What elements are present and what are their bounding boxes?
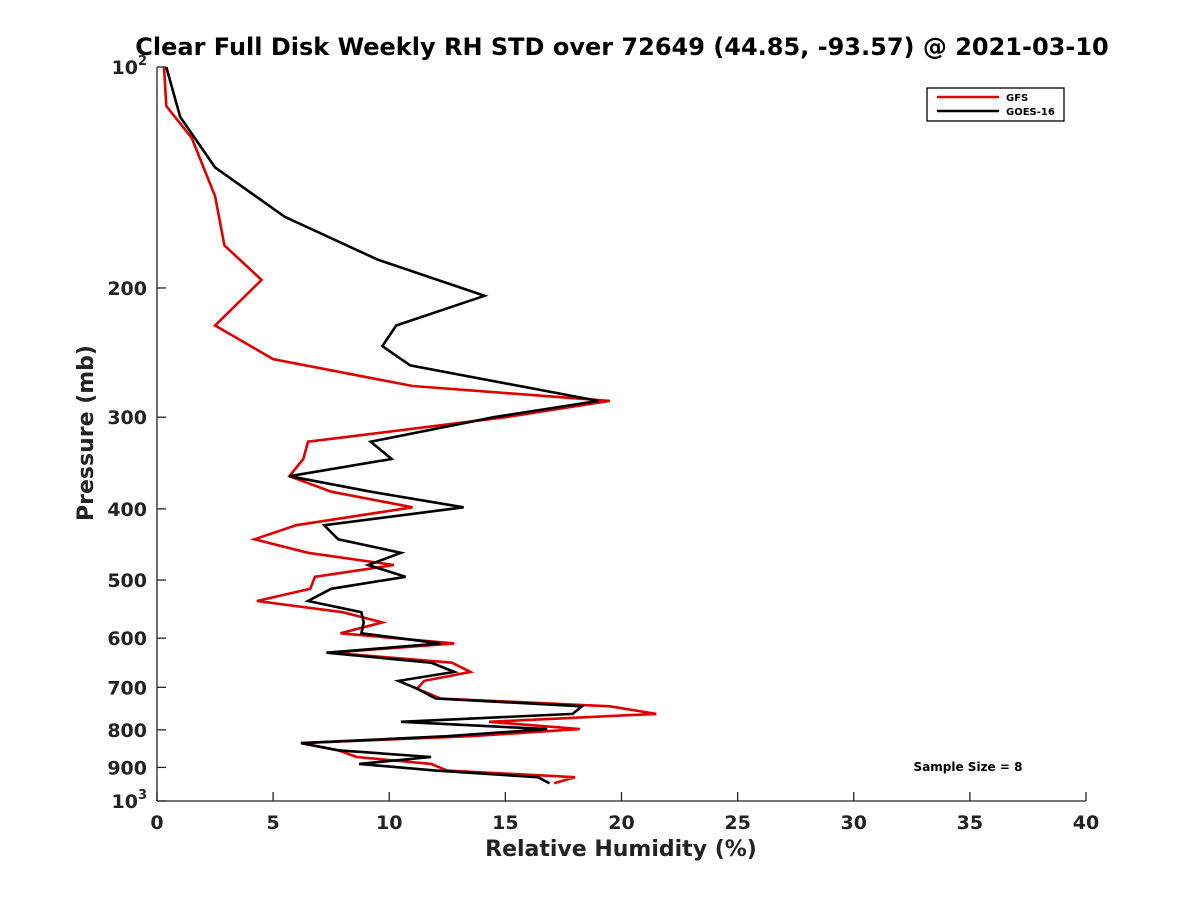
x-tick-label: 20 xyxy=(608,812,634,834)
axes: 0 5 10 15 20 25 30 35 40102200300400500600700800… xyxy=(107,54,1099,834)
y-tick-label: 700 xyxy=(107,677,147,699)
y-tick-label: 800 xyxy=(107,720,147,742)
y-tick-exponent: 2 xyxy=(138,54,147,69)
y-tick-label: 900 xyxy=(107,757,147,779)
y-tick-label: 103 xyxy=(112,788,148,813)
y-tick-base: 10 xyxy=(112,57,138,79)
series-line-gfs xyxy=(162,66,657,785)
x-tick-label: 30 xyxy=(841,812,867,834)
y-tick-label: 300 xyxy=(107,407,147,429)
legend-label: GOES-16 xyxy=(1006,107,1055,118)
x-tick-label: 25 xyxy=(724,812,750,834)
legend: GFS GOES-16 xyxy=(926,87,1065,122)
y-tick-label: 400 xyxy=(107,499,147,521)
legend-label: GFS xyxy=(1006,93,1028,104)
series-line-goes-16 xyxy=(165,66,599,785)
sample-size-annotation: Sample Size = 8 xyxy=(914,760,1023,774)
y-tick-exponent: 3 xyxy=(138,788,147,803)
legend-box xyxy=(926,87,1065,122)
y-axis-label: Pressure (mb) xyxy=(74,345,99,521)
x-tick-label: 40 xyxy=(1073,812,1099,834)
y-tick-label: 102 xyxy=(112,54,148,79)
y-tick-label: 200 xyxy=(107,278,147,300)
series-layer xyxy=(162,66,657,785)
y-tick-base: 10 xyxy=(112,791,138,813)
x-tick-label: 5 xyxy=(267,812,280,834)
x-tick-label: 35 xyxy=(957,812,983,834)
y-tick-label: 600 xyxy=(107,628,147,650)
y-tick-label: 500 xyxy=(107,570,147,592)
x-axis-label: Relative Humidity (%) xyxy=(485,837,757,862)
x-tick-label: 10 xyxy=(376,812,402,834)
chart-title: Clear Full Disk Weekly RH STD over 72649… xyxy=(135,33,1108,61)
x-tick-label: 0 xyxy=(150,812,163,834)
x-tick-label: 15 xyxy=(492,812,518,834)
